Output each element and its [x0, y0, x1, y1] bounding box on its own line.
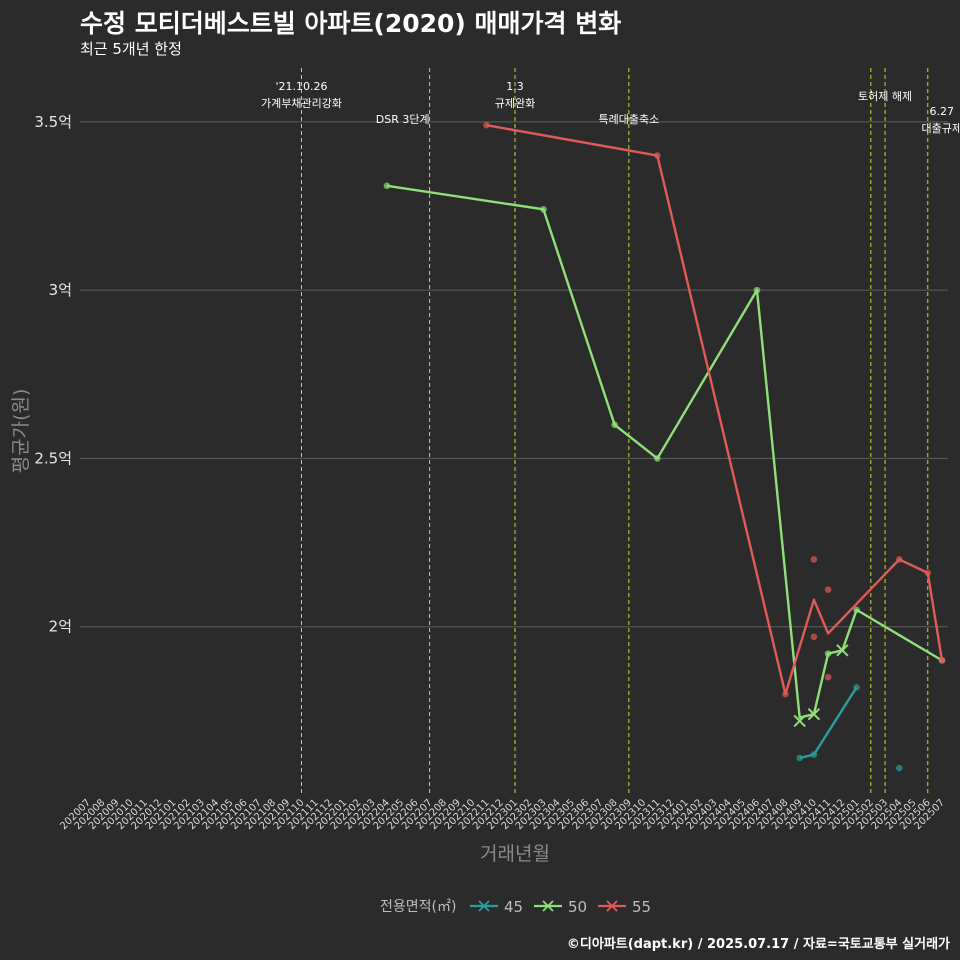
data-point-55 — [824, 673, 832, 681]
event-annotation: 토허제 해제 — [858, 89, 912, 103]
data-point-45 — [896, 764, 903, 772]
event-annotation: 가계부채관리강화 — [261, 97, 342, 110]
source-footer: ©디아파트(dapt.kr) / 2025.07.17 / 자료=국토교통부 실… — [566, 937, 950, 952]
data-point-45 — [853, 683, 860, 691]
series-line-45 — [799, 686, 858, 760]
data-point-55 — [810, 633, 818, 641]
data-point-55 — [654, 152, 661, 159]
legend-key-cross — [606, 900, 618, 912]
data-point-55 — [810, 556, 818, 563]
chart-title: 수정 모티더베스트빌 아파트(2020) 매매가격 변화 — [80, 9, 622, 38]
data-point-50 — [753, 286, 761, 294]
y-axis-title: 평균가(원) — [10, 389, 32, 474]
data-point-55 — [896, 556, 903, 563]
legend-label: 55 — [632, 898, 651, 916]
series-line-50 — [386, 184, 943, 719]
data-point-50 — [611, 421, 618, 429]
y-tick-label: 3억 — [49, 281, 72, 299]
data-point-55 — [938, 657, 946, 664]
data-cross-50 — [807, 708, 821, 721]
data-point-50 — [824, 650, 832, 657]
event-annotation: '21.10.26 — [275, 80, 327, 93]
data-point-50 — [383, 182, 391, 190]
chart-subtitle: 최근 5개년 한정 — [80, 40, 182, 58]
data-cross-50 — [836, 644, 849, 657]
legend-label: 50 — [568, 898, 587, 916]
data-point-55 — [924, 569, 932, 577]
y-tick-label: 3.5억 — [34, 113, 72, 131]
data-point-50 — [654, 455, 661, 462]
series-line-55 — [486, 124, 944, 696]
data-cross-50 — [793, 714, 806, 728]
data-point-50 — [853, 606, 860, 614]
data-point-50 — [540, 206, 547, 213]
event-annotation: 특례대출축소 — [598, 113, 659, 126]
data-point-55 — [483, 121, 490, 129]
event-annotation: 6.27 — [930, 105, 955, 118]
event-annotation: DSR 3단계 — [376, 113, 430, 126]
y-tick-label: 2억 — [49, 618, 72, 636]
data-point-45 — [796, 754, 803, 762]
legend-key-cross — [478, 900, 490, 912]
legend-title: 전용면적(㎡) — [380, 899, 456, 915]
data-point-45 — [810, 751, 818, 758]
legend-key-cross — [542, 900, 554, 912]
data-point-55 — [782, 690, 789, 698]
event-annotation: 1.3 — [506, 80, 524, 93]
x-axis-title: 거래년월 — [480, 843, 550, 865]
event-annotation: 대출규제 — [922, 122, 960, 135]
data-point-55 — [824, 586, 832, 593]
event-annotation: 규제완화 — [495, 97, 535, 110]
legend-label: 45 — [504, 898, 523, 916]
y-tick-label: 2.5억 — [34, 449, 72, 467]
